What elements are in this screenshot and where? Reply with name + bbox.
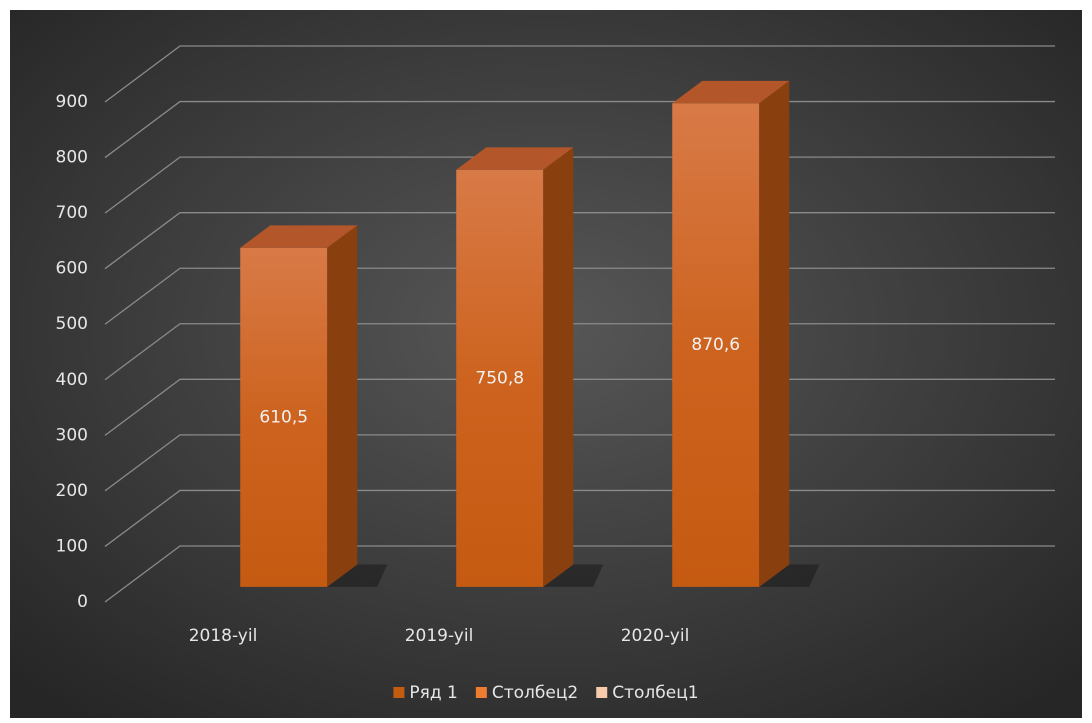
y-tick-label: 100	[56, 536, 88, 556]
x-tick-label: 2020-yil	[621, 626, 690, 646]
bar-side	[759, 80, 790, 587]
bar	[456, 147, 604, 587]
grid-line	[104, 45, 1055, 103]
bar-shadow	[759, 564, 820, 587]
bar-shadow	[327, 564, 388, 587]
legend-swatch	[393, 687, 405, 698]
x-tick-label: 2018-yil	[189, 626, 258, 646]
bar-top	[456, 147, 574, 170]
bar-front	[456, 169, 544, 587]
bar	[672, 80, 820, 587]
bar-side	[543, 147, 574, 587]
y-tick-label: 900	[56, 92, 88, 112]
x-tick-label: 2019-yil	[405, 626, 474, 646]
bar-top	[240, 225, 358, 248]
legend-swatch	[596, 687, 608, 698]
y-tick-label: 800	[56, 148, 88, 168]
legend: Ряд 1 Столбец2 Столбец1	[393, 683, 699, 703]
legend-label: Столбец2	[492, 683, 578, 703]
bar-shadow	[543, 564, 604, 587]
data-label: 750,8	[475, 368, 524, 388]
legend-swatch	[475, 687, 487, 698]
bar-front	[672, 103, 760, 587]
y-tick-label: 500	[56, 314, 88, 334]
bar-side	[327, 225, 358, 587]
legend-label: Ряд 1	[409, 683, 457, 703]
legend-label: Столбец1	[612, 683, 698, 703]
bar-front	[240, 247, 328, 587]
y-tick-label: 400	[56, 370, 88, 390]
data-label: 610,5	[259, 407, 308, 427]
y-tick-label: 600	[56, 259, 88, 279]
data-label: 870,6	[691, 335, 740, 355]
y-tick-label: 200	[56, 481, 88, 501]
bar	[240, 225, 388, 587]
bar-top	[672, 80, 790, 104]
y-tick-label: 300	[56, 425, 88, 445]
y-tick-label: 700	[56, 203, 88, 223]
y-tick-label: 0	[77, 592, 88, 612]
